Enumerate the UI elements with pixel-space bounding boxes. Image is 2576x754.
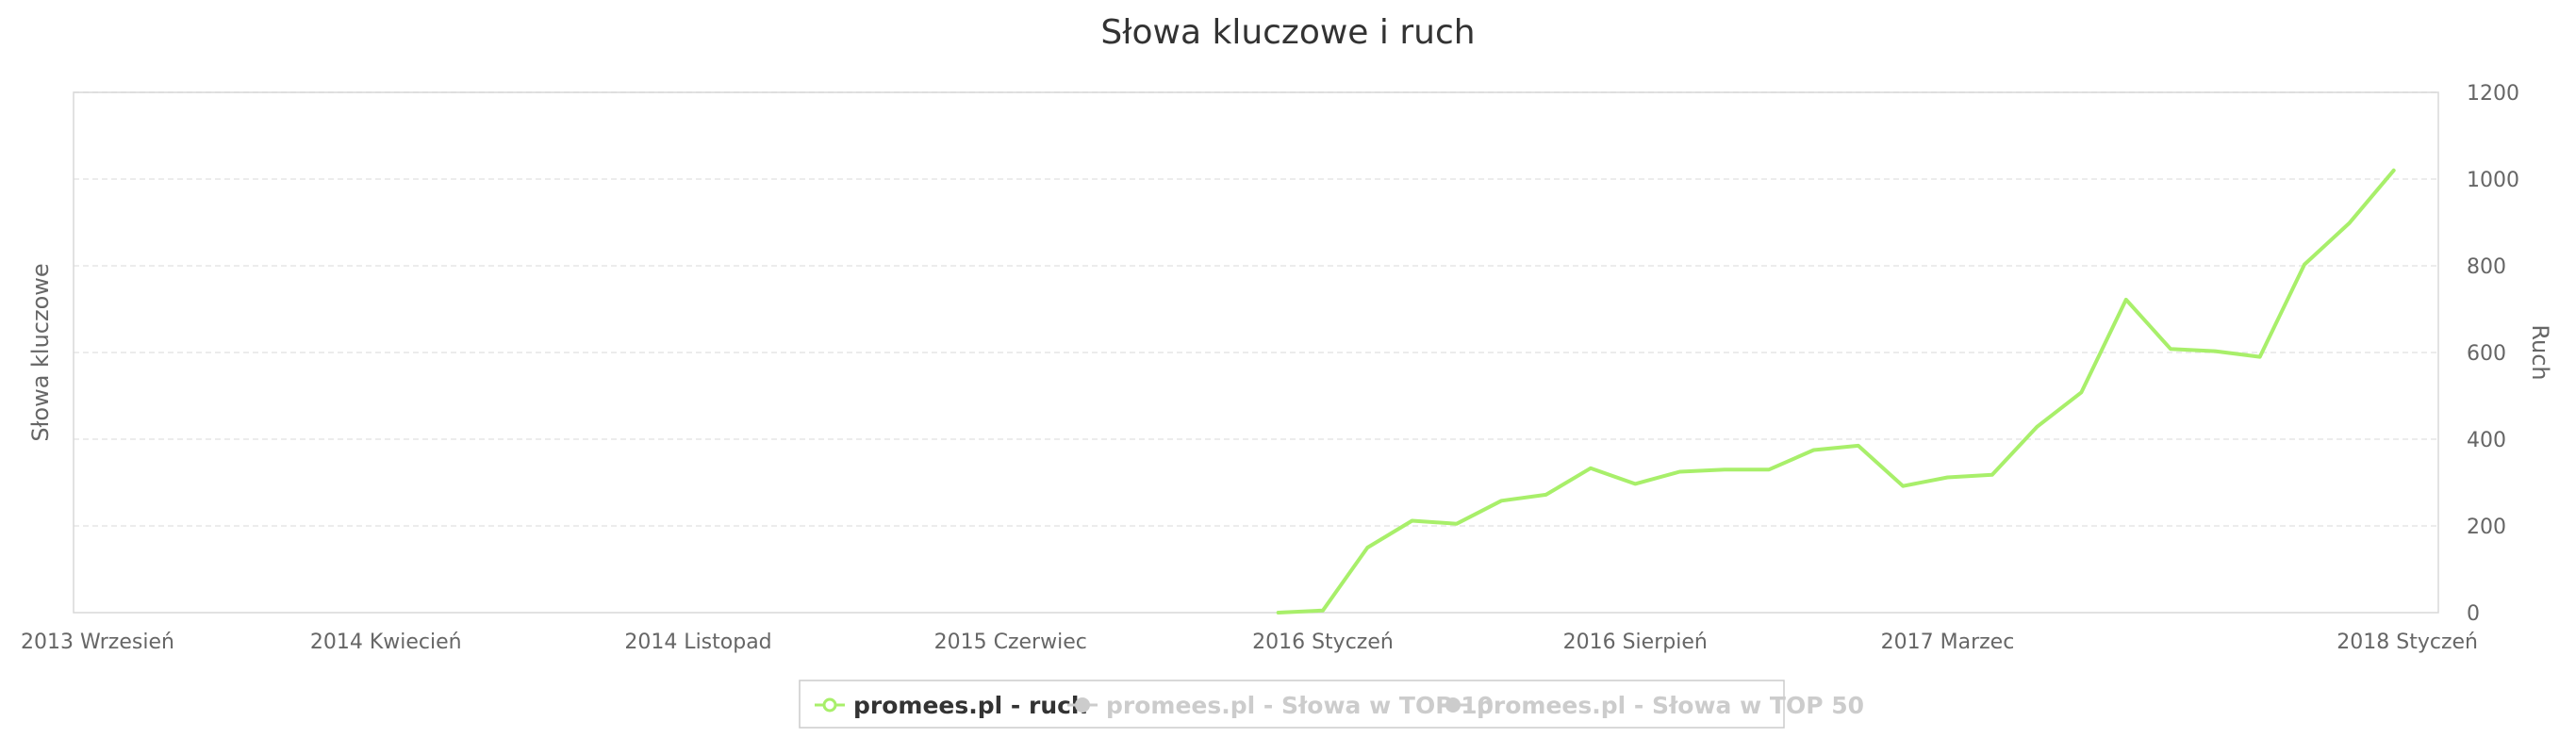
x-tick-label: 2016 Styczeń xyxy=(1252,631,1394,654)
data-point[interactable] xyxy=(2124,298,2128,302)
data-point[interactable] xyxy=(1277,611,1280,615)
chart-title: Słowa kluczowe i ruch xyxy=(1100,13,1475,52)
legend-marker-traffic xyxy=(822,697,837,713)
legend-label-top50: promees.pl - Słowa w TOP 50 xyxy=(1477,692,1864,719)
plot-area-frame xyxy=(73,91,2439,614)
data-point[interactable] xyxy=(1946,476,1950,480)
grid xyxy=(74,91,2438,527)
right-y-tick-label: 200 xyxy=(2467,516,2506,539)
data-point[interactable] xyxy=(1589,467,1593,470)
right-y-tick-label: 800 xyxy=(2467,255,2506,279)
legend: promees.pl - ruch promees.pl - Słowa w T… xyxy=(799,680,1864,729)
legend-item-traffic[interactable]: promees.pl - ruch xyxy=(815,692,1088,719)
data-point[interactable] xyxy=(1857,444,1860,448)
right-y-tick-label: 600 xyxy=(2467,342,2506,366)
data-point[interactable] xyxy=(2392,169,2396,172)
data-point[interactable] xyxy=(1499,499,1503,502)
data-point[interactable] xyxy=(1544,493,1548,497)
series-line-0 xyxy=(1276,168,2396,615)
legend-marker-top10 xyxy=(1075,697,1090,713)
legend-label-top10: promees.pl - Słowa w TOP 10 xyxy=(1106,692,1494,719)
x-tick-label: 2017 Marzec xyxy=(1881,631,2015,654)
right-y-axis-ticks: 0 200 400 600 800 1000 1200 xyxy=(2467,82,2519,626)
right-y-tick-label: 400 xyxy=(2467,429,2506,452)
data-point[interactable] xyxy=(2079,390,2083,394)
data-point[interactable] xyxy=(1321,609,1325,613)
legend-marker-top50 xyxy=(1445,697,1461,713)
x-tick-label: 2016 Sierpień xyxy=(1563,631,1708,654)
x-tick-label: 2018 Styczeń xyxy=(2337,631,2478,654)
data-point[interactable] xyxy=(2303,263,2306,267)
right-y-tick-label: 1000 xyxy=(2467,169,2519,192)
legend-label-traffic: promees.pl - ruch xyxy=(853,692,1088,719)
data-point[interactable] xyxy=(1990,473,1994,477)
legend-item-top10[interactable]: promees.pl - Słowa w TOP 10 xyxy=(1067,692,1494,719)
left-y-axis-title: Słowa kluczowe xyxy=(27,263,54,441)
data-point[interactable] xyxy=(2035,425,2039,429)
right-y-axis-title: Ruch xyxy=(2527,324,2553,380)
x-tick-label: 2015 Czerwiec xyxy=(934,631,1087,654)
data-point[interactable] xyxy=(1812,449,1816,452)
legend-box xyxy=(799,680,1785,729)
data-point[interactable] xyxy=(1633,482,1637,485)
legend-item-top50[interactable]: promees.pl - Słowa w TOP 50 xyxy=(1438,692,1864,719)
data-point[interactable] xyxy=(2213,350,2217,353)
data-point[interactable] xyxy=(1723,467,1726,471)
x-axis-ticks: 2013 Wrzesień 2014 Kwiecień 2014 Listopad 2… xyxy=(21,631,2478,654)
series-layer xyxy=(1276,168,2396,615)
x-tick-label: 2014 Listopad xyxy=(624,631,771,654)
data-point[interactable] xyxy=(1678,470,1682,474)
x-tick-label: 2013 Wrzesień xyxy=(21,631,174,654)
data-point[interactable] xyxy=(1455,522,1459,526)
data-point[interactable] xyxy=(1767,467,1771,471)
data-point[interactable] xyxy=(2258,355,2262,359)
data-point[interactable] xyxy=(1365,546,1369,549)
data-point[interactable] xyxy=(2169,347,2172,351)
data-point[interactable] xyxy=(2347,221,2351,225)
right-y-tick-label: 0 xyxy=(2467,602,2480,626)
right-y-tick-label: 1200 xyxy=(2467,82,2519,106)
data-point[interactable] xyxy=(1411,519,1414,523)
x-tick-label: 2014 Kwiecień xyxy=(310,631,462,654)
data-point[interactable] xyxy=(1901,484,1905,488)
